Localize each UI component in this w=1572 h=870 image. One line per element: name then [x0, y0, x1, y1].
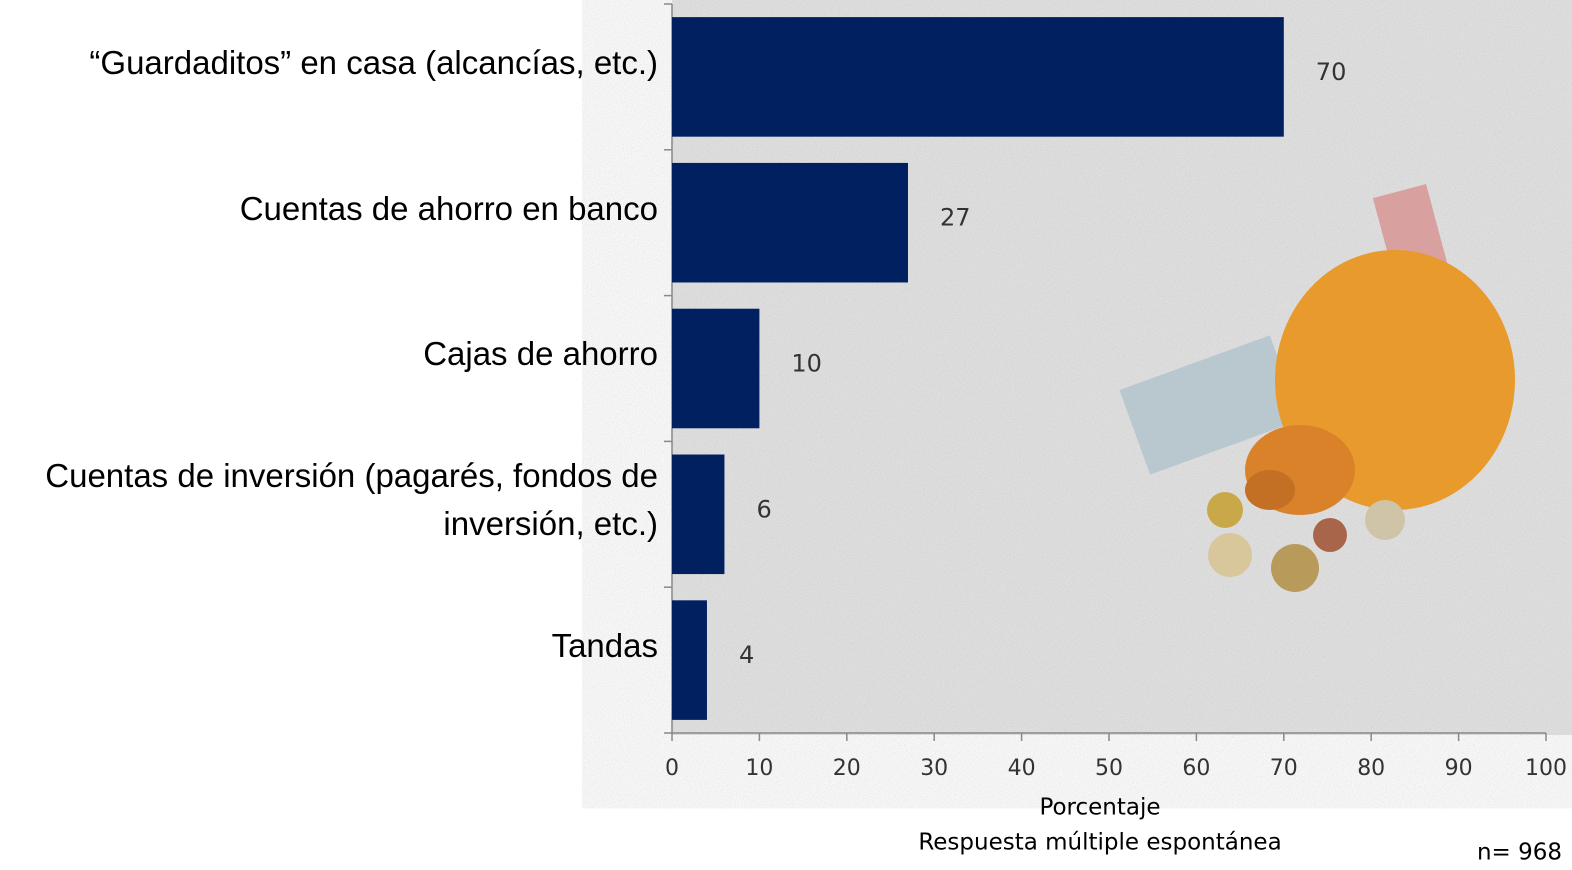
value-label: 70: [1316, 58, 1347, 86]
category-label: “Guardaditos” en casa (alcancías, etc.): [89, 43, 658, 81]
note: Respuesta múltiple espontánea: [918, 830, 1281, 856]
value-label: 4: [739, 641, 754, 669]
x-tick-label: 40: [1008, 756, 1036, 781]
x-tick-label: 100: [1525, 756, 1567, 781]
x-tick-label: 70: [1270, 756, 1298, 781]
value-label: 10: [791, 350, 822, 378]
bar: [672, 454, 725, 575]
category-label: Cajas de ahorro: [423, 335, 658, 373]
bar: [672, 17, 1284, 137]
sample-size: n= 968: [1477, 840, 1562, 866]
x-tick-label: 0: [665, 756, 679, 781]
bar: [672, 308, 760, 429]
category-label: Cuentas de inversión (pagarés, fondos de…: [45, 457, 658, 543]
x-tick-label: 20: [833, 756, 861, 781]
category-label: Tandas: [551, 627, 658, 665]
bar: [672, 162, 908, 283]
piggy-bank: [1119, 183, 1515, 592]
value-label: 27: [940, 204, 971, 232]
x-tick-label: 30: [920, 756, 948, 781]
category-label: Cuentas de ahorro en banco: [239, 189, 658, 227]
bar: [672, 600, 707, 720]
x-tick-label: 10: [745, 756, 773, 781]
x-tick-label: 60: [1182, 756, 1210, 781]
x-axis-title: Porcentaje: [1039, 795, 1160, 821]
value-label: 6: [756, 495, 771, 523]
x-tick-label: 80: [1357, 756, 1385, 781]
x-tick-label: 50: [1095, 756, 1123, 781]
x-tick-label: 90: [1445, 756, 1473, 781]
